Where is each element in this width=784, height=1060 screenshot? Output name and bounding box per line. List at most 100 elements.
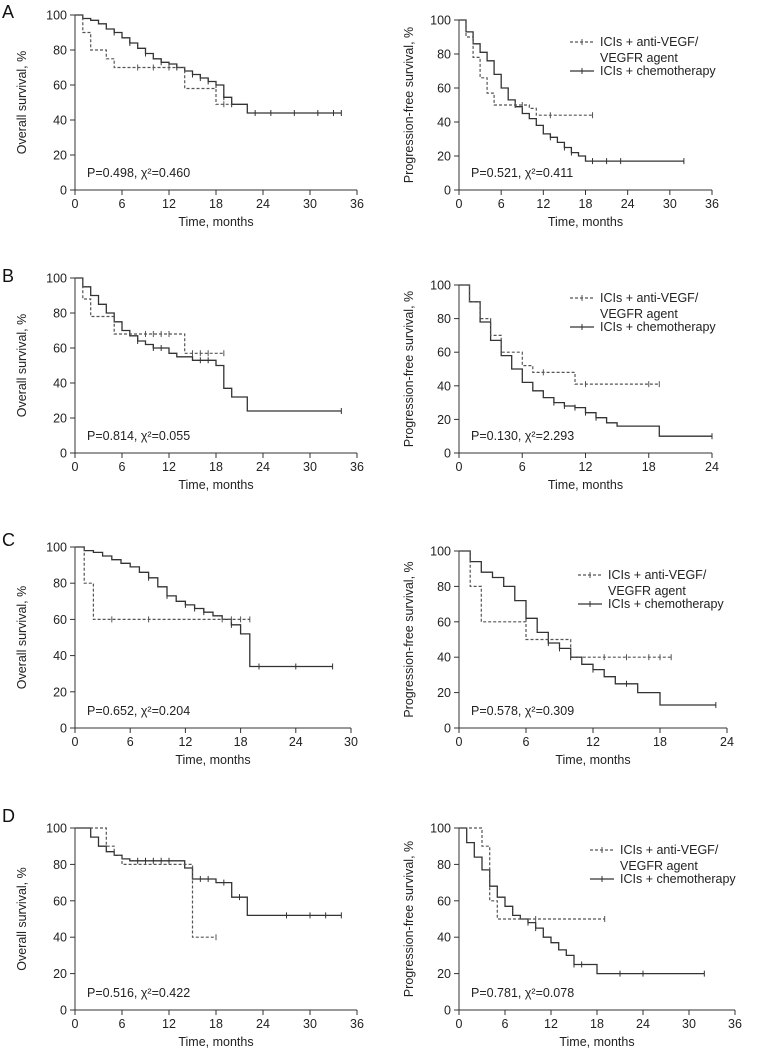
x-tick-label: 0 (456, 1017, 463, 1031)
x-axis-label: Time, months (559, 1035, 634, 1049)
x-tick-label: 6 (119, 1017, 126, 1031)
x-tick-label: 6 (119, 460, 126, 474)
km-chart-c-os: 0 6 12 18 24 30 0 20 40 60 80 100 Time, months Overal… (15, 541, 358, 768)
x-tick-label: 18 (579, 197, 593, 211)
x-tick-label: 12 (162, 460, 176, 474)
y-axis-label: Overall survival, % (15, 314, 29, 418)
x-axis-label: Time, months (178, 478, 253, 492)
y-tick-label: 40 (437, 379, 451, 393)
y-tick-label: 100 (46, 541, 67, 555)
stat-label: P=0.498, χ²=0.460 (87, 166, 190, 180)
x-tick-label: 0 (456, 735, 463, 749)
panel-letter: D (2, 806, 15, 826)
x-tick-label: 12 (162, 1017, 176, 1031)
y-tick-label: 40 (437, 651, 451, 665)
y-tick-label: 60 (53, 613, 67, 627)
x-tick-label: 12 (544, 1017, 558, 1031)
y-axis-label: Progression-free survival, % (402, 27, 416, 183)
y-tick-label: 80 (437, 580, 451, 594)
y-tick-label: 80 (53, 44, 67, 58)
legend-label-vegf-line2: VEGFR agent (620, 859, 698, 873)
y-tick-label: 20 (437, 413, 451, 427)
x-tick-label: 24 (256, 197, 270, 211)
x-tick-label: 18 (234, 735, 248, 749)
series-line-chemo (75, 827, 342, 917)
y-axis-label: Overall survival, % (15, 51, 29, 155)
x-tick-label: 18 (642, 460, 656, 474)
x-tick-label: 36 (350, 460, 364, 474)
y-tick-label: 40 (53, 377, 67, 391)
y-axis-label: Overall survival, % (15, 586, 29, 690)
series-line-vegf (459, 550, 672, 658)
y-tick-label: 80 (53, 577, 67, 591)
y-tick-label: 60 (53, 342, 67, 356)
x-tick-label: 36 (705, 197, 719, 211)
km-chart-d-pfs: 0 6 12 18 24 30 36 0 20 40 60 80 100 Time, months Prog… (402, 822, 742, 1050)
series-line-vegf (459, 827, 605, 920)
y-axis-label: Progression-free survival, % (402, 841, 416, 997)
y-tick-label: 60 (437, 82, 451, 96)
x-tick-label: 12 (162, 197, 176, 211)
km-chart-c-pfs: 0 6 12 18 24 0 20 40 60 80 100 Time, months Progress… (402, 545, 734, 768)
x-tick-label: 18 (209, 460, 223, 474)
x-tick-label: 30 (663, 197, 677, 211)
x-axis-label: Time, months (178, 215, 253, 229)
km-chart-a-os: 0 6 12 18 24 30 36 0 20 40 60 80 100 Time, months Over… (15, 9, 364, 230)
y-tick-label: 80 (437, 48, 451, 62)
panel-letter-b: B (2, 266, 14, 286)
x-tick-label: 6 (519, 460, 526, 474)
y-tick-label: 100 (46, 272, 67, 286)
x-tick-label: 24 (720, 735, 734, 749)
legend-label-vegf-line2: VEGFR agent (600, 51, 678, 65)
panel-letter-c: C (2, 530, 15, 550)
series-line-chemo (75, 14, 342, 114)
series-line-vegf (459, 284, 660, 385)
x-tick-label: 6 (127, 735, 134, 749)
panel-letter: A (2, 2, 14, 22)
y-tick-label: 20 (437, 686, 451, 700)
y-axis-label: Progression-free survival, % (402, 291, 416, 447)
x-tick-label: 30 (303, 460, 317, 474)
y-tick-label: 60 (53, 894, 67, 908)
y-tick-label: 40 (53, 931, 67, 945)
legend-label-chemo: ICIs + chemotherapy (600, 320, 716, 334)
x-tick-label: 24 (289, 735, 303, 749)
x-tick-label: 30 (344, 735, 358, 749)
y-tick-label: 60 (53, 79, 67, 93)
x-tick-label: 18 (590, 1017, 604, 1031)
x-tick-label: 36 (350, 1017, 364, 1031)
y-tick-label: 100 (46, 822, 67, 836)
x-tick-label: 0 (72, 197, 79, 211)
stat-label: P=0.578, χ²=0.309 (471, 704, 574, 718)
x-tick-label: 24 (621, 197, 635, 211)
km-chart-d-os: 0 6 12 18 24 30 36 0 20 40 60 80 100 Time, months Over… (15, 822, 364, 1050)
legend-label-chemo: ICIs + chemotherapy (608, 597, 724, 611)
y-tick-label: 20 (53, 149, 67, 163)
series-line-vegf (75, 277, 224, 354)
y-tick-label: 40 (437, 116, 451, 130)
x-axis-label: Time, months (548, 215, 623, 229)
x-tick-label: 0 (456, 197, 463, 211)
y-tick-label: 100 (46, 9, 67, 23)
x-tick-label: 18 (209, 197, 223, 211)
y-tick-label: 20 (53, 412, 67, 426)
y-tick-label: 20 (53, 967, 67, 981)
y-tick-label: 40 (53, 114, 67, 128)
series-line-chemo (459, 19, 684, 162)
legend-label-vegf-line1: ICIs + anti-VEGF/ (620, 843, 719, 857)
series-line-vegf (75, 14, 232, 105)
y-tick-label: 20 (53, 685, 67, 699)
y-tick-label: 80 (437, 312, 451, 326)
stat-label: P=0.516, χ²=0.422 (87, 986, 190, 1000)
y-tick-label: 100 (430, 545, 451, 559)
y-tick-label: 20 (437, 150, 451, 164)
y-tick-label: 100 (430, 279, 451, 293)
legend-label-vegf-line2: VEGFR agent (600, 307, 678, 321)
series-line-vegf (459, 19, 593, 116)
panel-letter-a: A (2, 2, 14, 22)
y-tick-label: 100 (430, 14, 451, 28)
x-tick-label: 30 (682, 1017, 696, 1031)
